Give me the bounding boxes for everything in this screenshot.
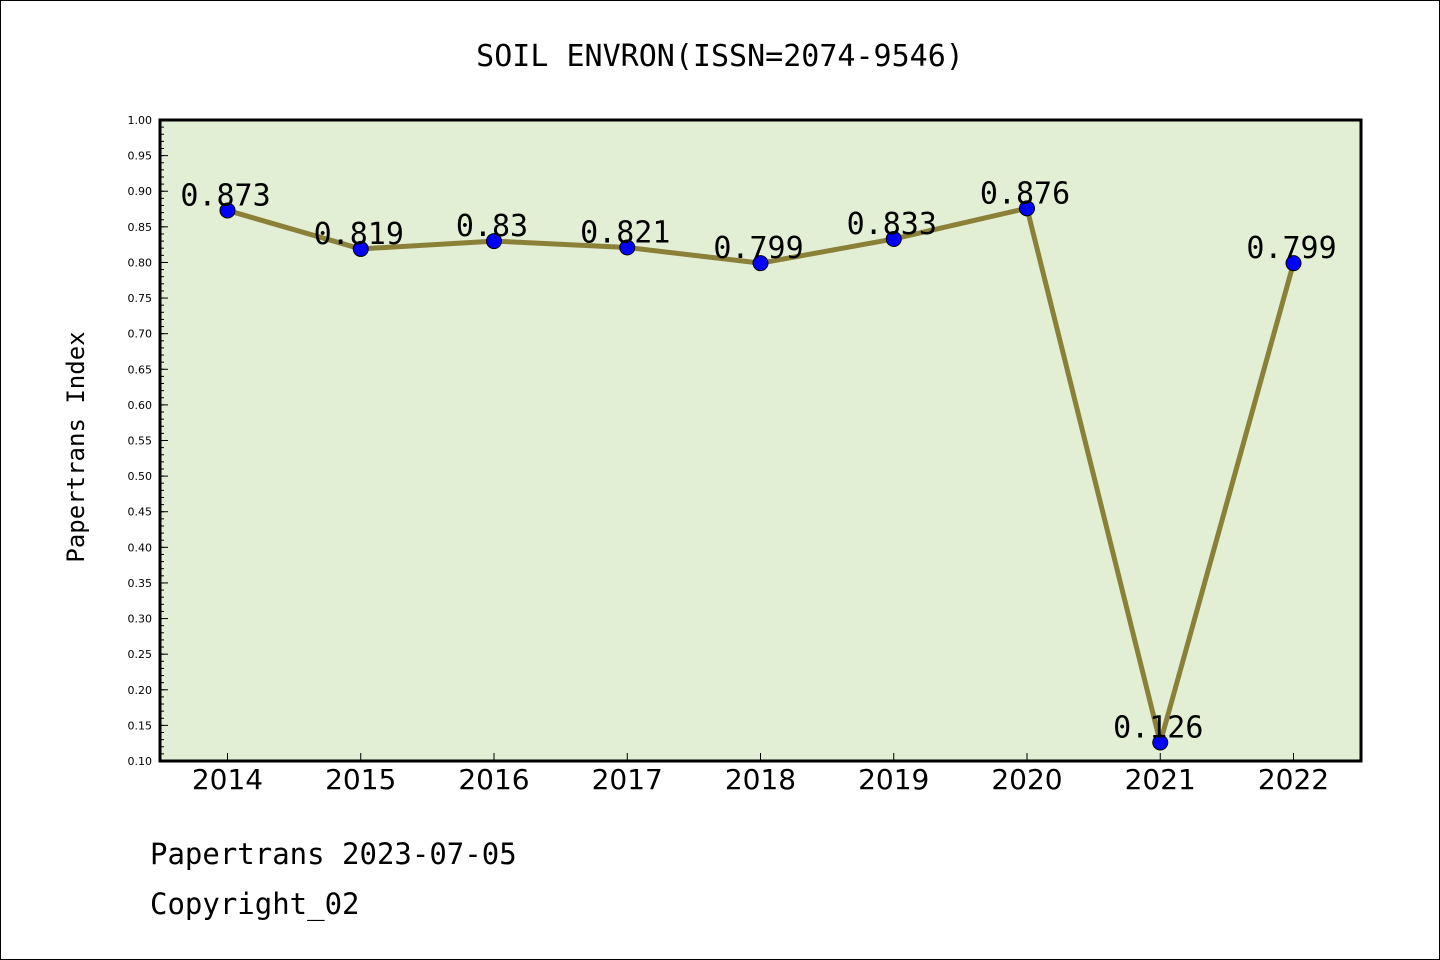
y-tick-label: 0.90 [128, 185, 153, 198]
y-axis: 0.10 0.15 0.20 0.25 0.30 0.35 0.40 0.45 0.50 0.55… [128, 114, 168, 768]
data-label: 0.873 [180, 178, 270, 213]
x-tick-label: 2020 [991, 763, 1062, 796]
data-label: 0.83 [456, 209, 528, 244]
y-tick-label: 0.40 [128, 541, 153, 554]
data-label-group: 0.873 0.819 0.83 0.821 0.799 0.833 0.876 0.126 0… [180, 176, 1336, 745]
y-axis-label: Papertrans Index [62, 331, 90, 562]
data-label: 0.819 [314, 217, 404, 252]
data-point-marker [752, 255, 769, 272]
y-tick-label: 0.65 [128, 363, 153, 376]
footer-date: Papertrans 2023-07-05 [150, 837, 517, 871]
x-tick-label: 2015 [325, 763, 396, 796]
chart-title: SOIL ENVRON(ISSN=2074-9546) [476, 39, 964, 74]
marker-group [219, 200, 1302, 751]
y-tick-label: 0.10 [128, 755, 153, 768]
footer-copyright: Copyright_02 [150, 887, 360, 922]
x-tick-label: 2016 [458, 763, 529, 796]
data-point-marker [1285, 255, 1302, 272]
y-tick-label: 0.35 [128, 577, 153, 590]
y-tick-label: 0.75 [128, 292, 153, 305]
data-point-marker [885, 230, 902, 247]
data-label: 0.126 [1113, 710, 1203, 745]
y-tick-label: 0.15 [128, 719, 153, 732]
y-tick-label: 0.25 [128, 648, 153, 661]
data-point-marker [486, 233, 502, 250]
y-tick-label: 0.80 [128, 256, 153, 269]
y-tick-label: 0.60 [128, 399, 153, 412]
y-tick-label: 0.70 [128, 328, 153, 341]
plot-border [158, 118, 1363, 763]
x-tick-label: 2017 [592, 763, 663, 796]
data-point-marker [1152, 734, 1169, 751]
y-tick-label: 0.50 [128, 470, 153, 483]
y-tick-label: 0.95 [128, 150, 153, 163]
y-tick-label: 0.20 [128, 684, 153, 697]
y-tick-label: 0.55 [128, 435, 153, 448]
data-point-marker [619, 239, 636, 256]
x-tick-label: 2014 [192, 763, 263, 796]
data-point-marker [219, 202, 236, 219]
y-tick-label: 1.00 [128, 114, 153, 127]
data-label: 0.799 [1246, 231, 1336, 266]
x-tick-label: 2022 [1258, 763, 1329, 796]
data-label: 0.821 [580, 215, 670, 250]
data-point-marker [352, 240, 369, 257]
plot-area [160, 120, 1361, 761]
y-tick-label: 0.45 [128, 506, 153, 519]
x-tick-label: 2021 [1125, 763, 1196, 796]
data-label: 0.876 [980, 176, 1070, 211]
data-label: 0.833 [847, 207, 937, 242]
y-tick-label: 0.85 [128, 221, 153, 234]
data-point-marker [1019, 200, 1035, 217]
data-label: 0.799 [713, 231, 803, 266]
x-tick-label: 2018 [725, 763, 796, 796]
y-tick-label: 0.30 [128, 613, 153, 626]
x-tick-label: 2019 [858, 763, 929, 796]
x-axis: 2014 2015 2016 2017 2018 2019 2020 2021 2022 [192, 753, 1329, 796]
